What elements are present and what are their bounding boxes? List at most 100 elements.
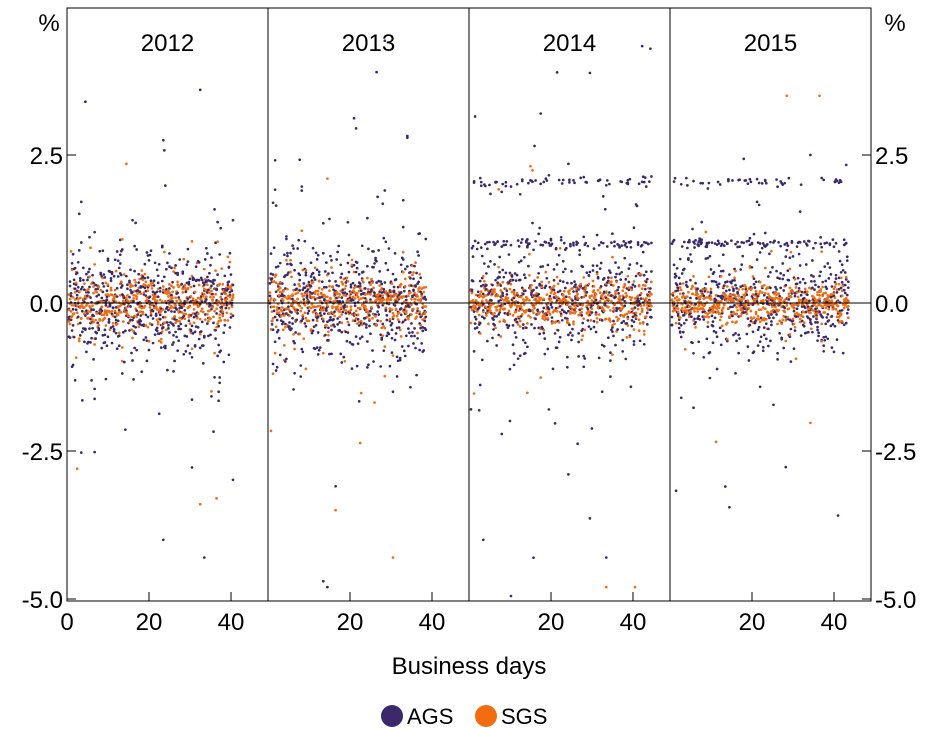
data-point-sgs [602, 309, 606, 313]
data-point-sgs [671, 309, 675, 313]
data-point-ags [815, 317, 818, 321]
data-point-sgs [818, 94, 821, 98]
data-point-ags [222, 331, 226, 335]
data-point-ags [84, 100, 87, 104]
data-point-ags [326, 585, 329, 589]
data-point-ags [147, 258, 151, 262]
data-point-sgs [751, 293, 755, 296]
data-point-ags [782, 346, 786, 350]
data-point-sgs [158, 298, 162, 302]
data-point-sgs [519, 295, 523, 299]
data-point-ags [131, 318, 134, 322]
data-point-sgs [76, 322, 80, 326]
data-point-ags [271, 273, 275, 276]
data-point-sgs [525, 308, 528, 312]
data-point-sgs [286, 297, 289, 300]
data-point-ags [356, 285, 360, 288]
data-point-ags [843, 283, 847, 287]
data-point-ags [728, 505, 731, 509]
data-point-ags [783, 243, 787, 246]
data-point-ags [162, 148, 166, 152]
data-point-ags [103, 276, 107, 279]
data-point-sgs [677, 298, 681, 302]
data-point-ags [541, 310, 545, 313]
data-point-ags [828, 242, 832, 245]
data-point-ags [158, 313, 162, 317]
data-point-ags [816, 328, 819, 332]
data-point-sgs [506, 296, 510, 300]
data-point-ags [200, 320, 204, 324]
data-point-sgs [191, 312, 195, 315]
data-point-sgs [301, 268, 305, 272]
data-point-sgs [125, 306, 128, 310]
data-point-sgs [97, 323, 101, 327]
data-point-ags [217, 390, 220, 394]
data-point-ags [293, 371, 296, 375]
data-point-sgs [625, 312, 629, 316]
data-point-ags [514, 317, 518, 321]
data-point-ags [603, 303, 607, 307]
data-point-ags [325, 285, 328, 289]
data-point-ags [133, 346, 136, 350]
data-point-ags [195, 278, 199, 282]
data-point-sgs [270, 305, 274, 309]
data-point-ags [297, 238, 301, 242]
data-point-ags [299, 261, 303, 265]
data-point-sgs [627, 286, 631, 290]
data-point-ags [614, 343, 617, 347]
data-point-ags [403, 318, 407, 322]
data-point-sgs [499, 306, 503, 310]
data-point-ags [158, 286, 162, 290]
data-point-ags [160, 244, 164, 248]
data-point-sgs [751, 275, 755, 278]
data-point-ags [780, 336, 784, 340]
data-point-ags [558, 289, 562, 293]
data-point-ags [498, 311, 502, 314]
data-point-sgs [577, 313, 580, 317]
data-point-ags [351, 343, 355, 346]
data-point-ags [318, 311, 322, 315]
data-point-ags [491, 283, 494, 287]
data-point-sgs [576, 292, 579, 296]
data-point-ags [320, 280, 324, 284]
legend-label-sgs: SGS [501, 704, 547, 729]
data-point-ags [274, 369, 278, 372]
data-point-ags [799, 334, 803, 337]
data-point-ags [587, 325, 591, 328]
data-point-sgs [178, 316, 182, 320]
data-point-sgs [508, 287, 512, 291]
data-point-ags [585, 271, 589, 275]
data-point-sgs [199, 297, 203, 301]
data-point-ags [201, 344, 205, 347]
data-point-sgs [729, 293, 732, 297]
data-point-ags [166, 305, 169, 309]
data-point-sgs [726, 337, 729, 341]
data-point-sgs [164, 315, 167, 319]
data-point-ags [419, 276, 423, 280]
data-point-ags [607, 276, 610, 279]
data-point-ags [822, 349, 826, 353]
data-point-sgs [207, 319, 210, 323]
data-point-ags [531, 221, 534, 225]
data-point-sgs [192, 302, 196, 306]
data-point-ags [138, 322, 142, 326]
data-point-ags [390, 351, 394, 354]
data-point-ags [393, 252, 397, 255]
data-point-ags [301, 317, 305, 321]
data-point-ags [804, 263, 808, 266]
data-point-ags [372, 360, 375, 363]
data-point-sgs [275, 306, 279, 309]
data-point-ags [679, 335, 683, 339]
data-point-sgs [159, 337, 163, 341]
data-point-ags [493, 315, 496, 318]
data-point-ags [70, 329, 74, 332]
data-point-sgs [529, 316, 532, 319]
data-point-ags [272, 309, 276, 313]
data-point-ags [617, 285, 620, 289]
data-point-ags [161, 138, 165, 142]
data-point-ags [478, 176, 482, 180]
data-point-ags [332, 318, 335, 321]
data-point-sgs [179, 299, 183, 303]
data-point-sgs [598, 299, 602, 303]
data-point-ags [616, 288, 619, 292]
